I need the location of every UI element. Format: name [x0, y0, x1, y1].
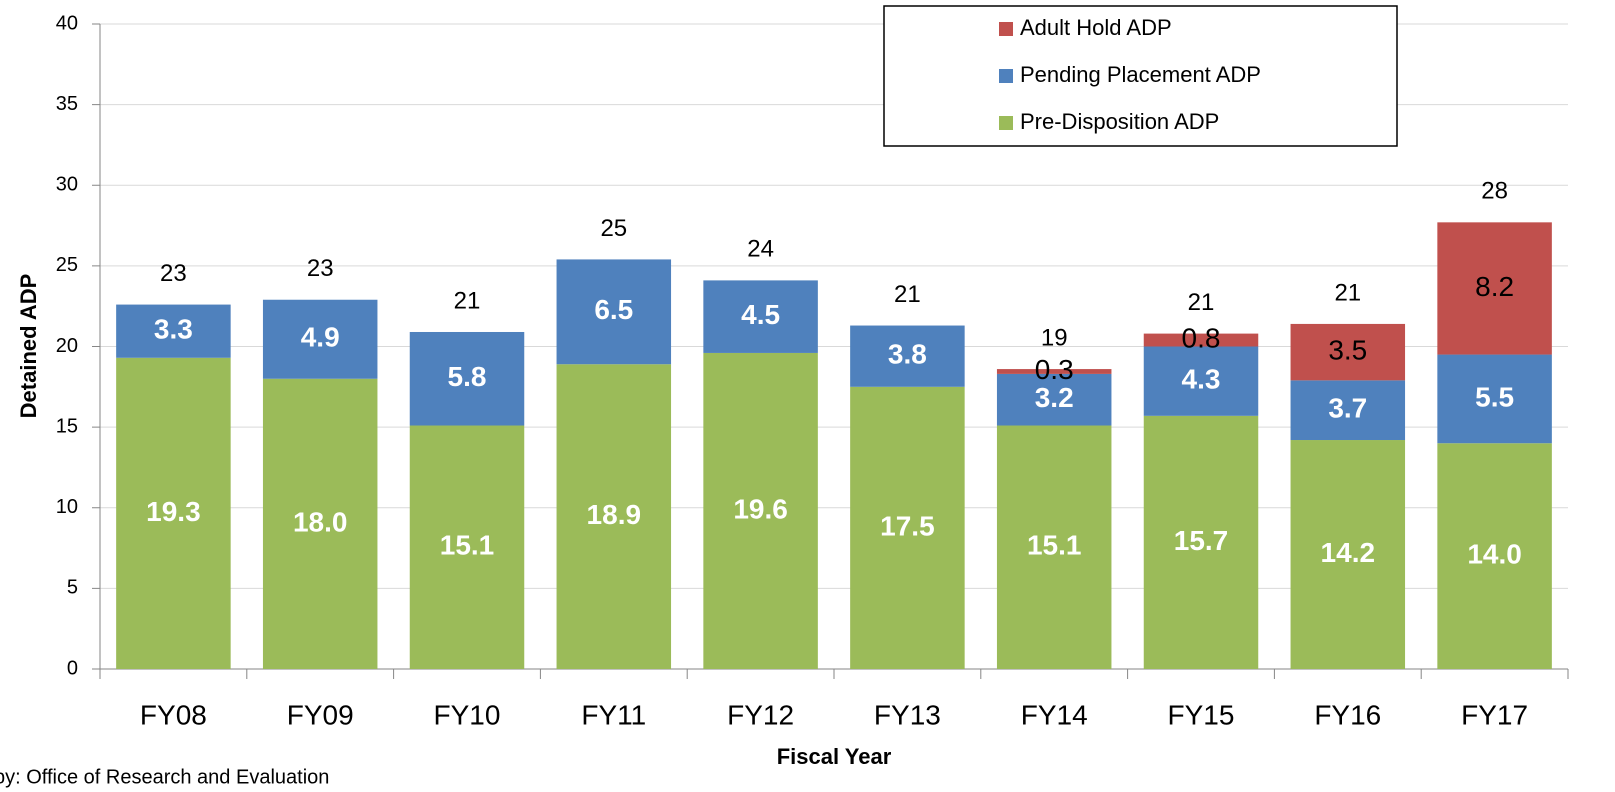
bar-segment — [262, 378, 378, 669]
data-label: 3.5 — [1328, 335, 1367, 366]
bar-segment — [850, 386, 965, 669]
total-label: 25 — [600, 215, 627, 242]
bar-segment — [703, 352, 818, 669]
bar-segment — [996, 425, 1112, 669]
data-label: 3.8 — [888, 339, 927, 370]
legend-swatch — [999, 69, 1013, 83]
total-label: 21 — [1188, 289, 1215, 316]
data-label: 18.0 — [293, 506, 348, 537]
data-label: 0.3 — [1035, 354, 1074, 385]
data-label: 18.9 — [587, 499, 642, 530]
bar-segment — [1437, 222, 1552, 355]
bar-segment — [1290, 380, 1406, 441]
y-tick-label: 10 — [56, 496, 78, 518]
x-tick-label: FY16 — [1314, 699, 1381, 730]
data-label: 3.3 — [154, 314, 193, 345]
y-tick-label: 25 — [56, 254, 78, 276]
y-tick-label: 5 — [67, 577, 78, 599]
bar-segment — [1143, 415, 1259, 669]
x-tick-label: FY08 — [140, 699, 207, 730]
legend-label: Pre-Disposition ADP — [1020, 109, 1219, 134]
total-label: 24 — [747, 236, 774, 263]
data-label: 14.2 — [1321, 537, 1376, 568]
legend-label: Adult Hold ADP — [1020, 15, 1172, 40]
x-tick-label: FY12 — [727, 699, 794, 730]
bar-segment — [1143, 346, 1259, 416]
data-label: 15.1 — [1027, 530, 1082, 561]
bar-segment — [1143, 333, 1259, 347]
bar-segment — [850, 325, 965, 387]
total-label: 21 — [454, 287, 481, 314]
data-label: 4.3 — [1182, 364, 1221, 395]
total-label: 28 — [1481, 178, 1508, 205]
bar-segment — [1437, 443, 1552, 669]
bar-segment — [1437, 354, 1552, 444]
legend-swatch — [999, 116, 1013, 130]
y-tick-label: 0 — [67, 657, 78, 679]
data-label: 4.5 — [741, 299, 780, 330]
bar-segment — [996, 373, 1112, 426]
total-label: 19 — [1041, 324, 1068, 351]
data-label: 17.5 — [880, 510, 935, 541]
bar-segment — [1290, 440, 1406, 669]
bar-segment — [996, 369, 1112, 374]
total-label: 21 — [894, 281, 921, 308]
legend-box — [883, 5, 1398, 147]
data-label: 4.9 — [301, 322, 340, 353]
x-axis-title: Fiscal Year — [777, 744, 892, 769]
bar-segment — [409, 331, 525, 426]
data-label: 15.7 — [1174, 525, 1229, 556]
bar-segment — [556, 364, 672, 669]
data-label: 5.5 — [1475, 381, 1514, 412]
bar-segment — [116, 357, 231, 669]
x-tick-label: FY11 — [581, 699, 646, 730]
data-label: 3.7 — [1328, 393, 1367, 424]
bar-segment — [556, 259, 672, 365]
source-note: by: Office of Research and Evaluation — [0, 766, 329, 788]
x-tick-label: FY09 — [287, 699, 354, 730]
total-label: 23 — [160, 260, 187, 287]
data-label: 19.3 — [146, 496, 201, 527]
y-tick-label: 30 — [56, 174, 78, 196]
y-tick-label: 20 — [56, 335, 78, 357]
data-label: 14.0 — [1467, 539, 1522, 570]
x-tick-label: FY14 — [1021, 699, 1088, 730]
legend-swatch — [999, 22, 1013, 36]
total-label: 23 — [307, 255, 334, 282]
x-tick-label: FY17 — [1461, 699, 1528, 730]
data-label: 8.2 — [1475, 271, 1514, 302]
data-label: 15.1 — [440, 530, 495, 561]
legend-label: Pending Placement ADP — [1020, 62, 1261, 87]
y-tick-label: 35 — [56, 93, 78, 115]
x-tick-label: FY15 — [1168, 699, 1235, 730]
data-label: 0.8 — [1182, 322, 1221, 353]
y-axis-title: Detained ADP — [16, 274, 41, 419]
bar-segment — [703, 280, 818, 353]
bar-segment — [262, 299, 378, 379]
data-label: 3.2 — [1035, 382, 1074, 413]
total-label: 21 — [1334, 279, 1361, 306]
data-label: 5.8 — [448, 361, 487, 392]
data-label: 19.6 — [733, 493, 788, 524]
y-tick-label: 40 — [56, 12, 78, 34]
x-tick-label: FY13 — [874, 699, 941, 730]
y-tick-label: 15 — [56, 415, 78, 437]
bar-segment — [116, 304, 231, 358]
bar-segment — [1290, 323, 1406, 381]
bar-segment — [409, 425, 525, 669]
x-tick-label: FY10 — [434, 699, 501, 730]
data-label: 6.5 — [594, 294, 633, 325]
